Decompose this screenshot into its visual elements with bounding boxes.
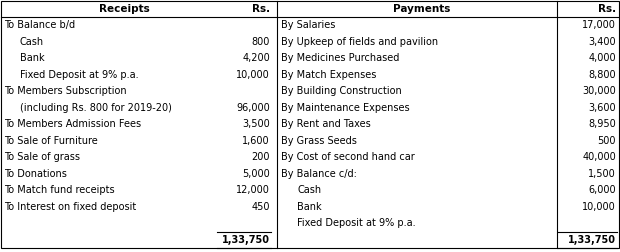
Text: By Balance c/d:: By Balance c/d: <box>281 169 357 179</box>
Text: 10,000: 10,000 <box>236 70 270 80</box>
Text: By Grass Seeds: By Grass Seeds <box>281 136 357 146</box>
Text: 10,000: 10,000 <box>582 202 616 212</box>
Text: 1,33,750: 1,33,750 <box>568 235 616 245</box>
Text: Receipts: Receipts <box>99 4 149 14</box>
Text: By Medicines Purchased: By Medicines Purchased <box>281 53 399 63</box>
Text: By Upkeep of fields and pavilion: By Upkeep of fields and pavilion <box>281 37 438 47</box>
Text: 1,500: 1,500 <box>588 169 616 179</box>
Text: Payments: Payments <box>393 4 451 14</box>
Text: To Balance b/d: To Balance b/d <box>4 20 75 30</box>
Text: 200: 200 <box>252 152 270 162</box>
Text: By Maintenance Expenses: By Maintenance Expenses <box>281 103 410 113</box>
Text: 30,000: 30,000 <box>582 86 616 96</box>
Text: 5,000: 5,000 <box>242 169 270 179</box>
Text: Rs.: Rs. <box>598 4 616 14</box>
Text: Bank: Bank <box>297 202 322 212</box>
Text: To Interest on fixed deposit: To Interest on fixed deposit <box>4 202 136 212</box>
Text: To Members Subscription: To Members Subscription <box>4 86 126 96</box>
Text: 96,000: 96,000 <box>236 103 270 113</box>
Text: 12,000: 12,000 <box>236 185 270 195</box>
Text: By Match Expenses: By Match Expenses <box>281 70 376 80</box>
Text: 3,500: 3,500 <box>242 119 270 129</box>
Text: 40,000: 40,000 <box>582 152 616 162</box>
Text: 1,600: 1,600 <box>242 136 270 146</box>
Text: 450: 450 <box>252 202 270 212</box>
Text: 4,000: 4,000 <box>588 53 616 63</box>
Text: 500: 500 <box>598 136 616 146</box>
Text: By Rent and Taxes: By Rent and Taxes <box>281 119 371 129</box>
Text: 8,800: 8,800 <box>588 70 616 80</box>
Text: 3,400: 3,400 <box>588 37 616 47</box>
Text: To Donations: To Donations <box>4 169 67 179</box>
Text: 1,33,750: 1,33,750 <box>222 235 270 245</box>
Text: Rs.: Rs. <box>252 4 270 14</box>
Text: 8,950: 8,950 <box>588 119 616 129</box>
Text: To Members Admission Fees: To Members Admission Fees <box>4 119 141 129</box>
Text: Cash: Cash <box>20 37 44 47</box>
Text: (including Rs. 800 for 2019-20): (including Rs. 800 for 2019-20) <box>20 103 172 113</box>
Text: 4,200: 4,200 <box>242 53 270 63</box>
Text: By Salaries: By Salaries <box>281 20 335 30</box>
Text: Cash: Cash <box>297 185 321 195</box>
Text: 800: 800 <box>252 37 270 47</box>
Text: Fixed Deposit at 9% p.a.: Fixed Deposit at 9% p.a. <box>297 218 415 228</box>
Text: To Match fund receipts: To Match fund receipts <box>4 185 115 195</box>
Text: By Building Construction: By Building Construction <box>281 86 402 96</box>
Text: Fixed Deposit at 9% p.a.: Fixed Deposit at 9% p.a. <box>20 70 139 80</box>
Text: To Sale of Furniture: To Sale of Furniture <box>4 136 98 146</box>
Text: 17,000: 17,000 <box>582 20 616 30</box>
Text: 3,600: 3,600 <box>588 103 616 113</box>
Text: To Sale of grass: To Sale of grass <box>4 152 80 162</box>
Text: 6,000: 6,000 <box>588 185 616 195</box>
Text: Bank: Bank <box>20 53 45 63</box>
Text: By Cost of second hand car: By Cost of second hand car <box>281 152 415 162</box>
